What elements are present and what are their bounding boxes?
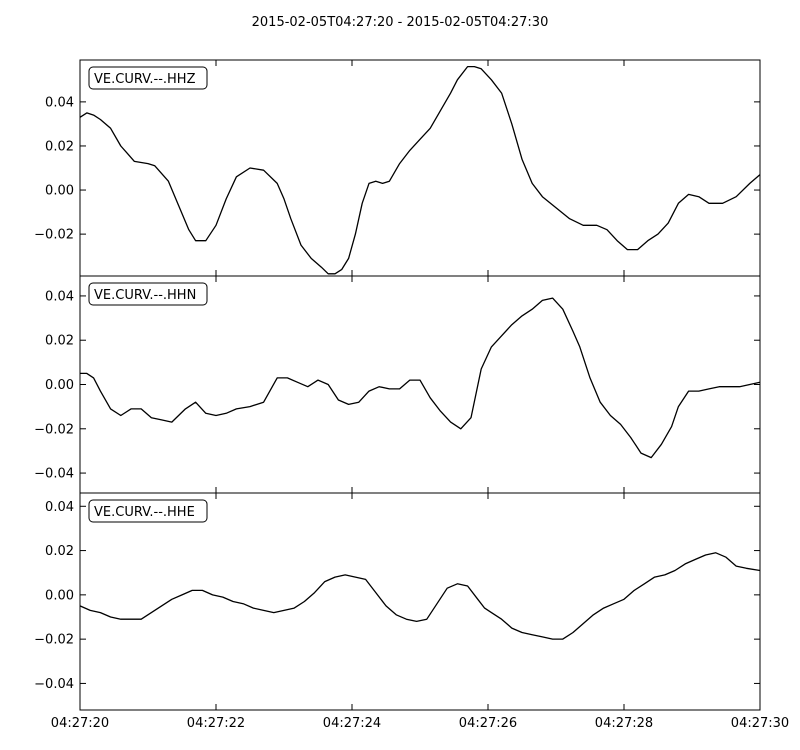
y-tick-label: 0.00 bbox=[45, 588, 74, 603]
panel-2: 0.04 0.02 0.00 −0.02 −0.04 VE.CURV.--.HHN bbox=[34, 275, 761, 494]
y-tick-label: 0.00 bbox=[45, 184, 74, 199]
panel-frame bbox=[79, 492, 761, 711]
panels-group: 0.040.020.00−0.02VE.CURV.--.HHZ0.040.020… bbox=[34, 59, 761, 711]
legend-box bbox=[88, 499, 208, 523]
legend-box bbox=[88, 282, 208, 306]
legend: VE.CURV.--.HHN bbox=[88, 282, 208, 306]
y-tick-label: −0.02 bbox=[34, 228, 74, 243]
panel-frame bbox=[79, 59, 761, 277]
y-tick-label: 0.00 bbox=[45, 378, 74, 393]
x-tick-label: 04:27:28 bbox=[595, 716, 653, 731]
waveform-line bbox=[79, 65, 761, 275]
waveform-line bbox=[80, 297, 761, 459]
y-tick-label: 0.04 bbox=[45, 95, 74, 110]
y-tick-label: −0.02 bbox=[34, 422, 74, 437]
y-tick-label: 0.04 bbox=[45, 500, 74, 515]
legend: VE.CURV.--.HHE bbox=[88, 499, 208, 523]
y-tick-label: −0.04 bbox=[34, 467, 74, 482]
x-axis: 04:27:20 04:27:22 04:27:24 04:27:26 04:27:28… bbox=[51, 716, 789, 731]
x-tick-label: 04:27:24 bbox=[323, 716, 381, 731]
legend-label: VE.CURV.--.HHZ bbox=[94, 72, 196, 87]
legend-label: VE.CURV.--.HHN bbox=[94, 288, 196, 303]
y-tick-label: 0.04 bbox=[45, 289, 74, 304]
x-tick-label: 04:27:30 bbox=[731, 716, 789, 731]
y-tick-label: 0.02 bbox=[45, 544, 74, 559]
panel-frame bbox=[79, 275, 761, 494]
y-tick-label: 0.02 bbox=[45, 334, 74, 349]
y-tick-label: −0.02 bbox=[34, 633, 74, 648]
waveform-line bbox=[79, 552, 761, 640]
legend: VE.CURV.--.HHZ bbox=[88, 66, 208, 90]
x-tick-label: 04:27:26 bbox=[459, 716, 517, 731]
legend-box bbox=[88, 66, 208, 90]
x-tick-label: 04:27:20 bbox=[51, 716, 109, 731]
chart-title: 2015-02-05T04:27:20 - 2015-02-05T04:27:3… bbox=[252, 15, 549, 30]
x-tick-label: 04:27:22 bbox=[187, 716, 245, 731]
panel-3: 0.04 0.02 0.00 −0.02 −0.04 VE.CURV.--.HHE bbox=[34, 492, 761, 711]
y-tick-label: −0.04 bbox=[34, 677, 74, 692]
y-tick-label: 0.02 bbox=[45, 139, 74, 154]
panel-1: 0.04 0.02 0.00 −0.02 VE.CURV.--.HHZ bbox=[34, 59, 761, 277]
legend-label: VE.CURV.--.HHE bbox=[94, 505, 195, 520]
